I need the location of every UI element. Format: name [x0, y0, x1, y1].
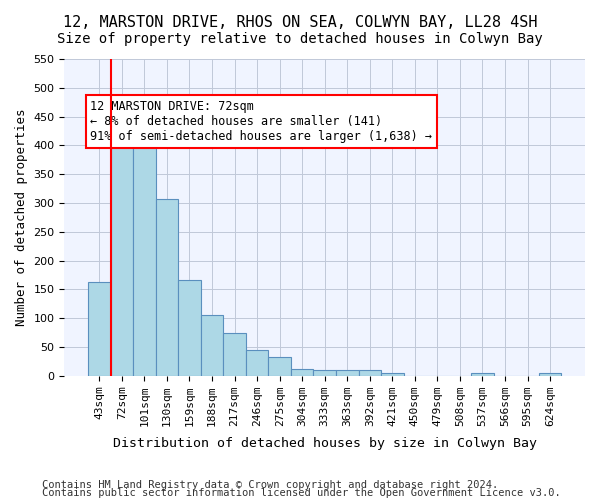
- Bar: [201, 314, 223, 376]
- Y-axis label: Number of detached properties: Number of detached properties: [15, 108, 28, 326]
- Bar: [539, 373, 562, 376]
- Bar: [110, 116, 133, 376]
- Bar: [471, 374, 494, 376]
- Bar: [291, 370, 313, 376]
- Bar: [133, 125, 155, 376]
- Text: 12, MARSTON DRIVE, RHOS ON SEA, COLWYN BAY, LL28 4SH: 12, MARSTON DRIVE, RHOS ON SEA, COLWYN B…: [63, 15, 537, 30]
- Bar: [313, 370, 336, 376]
- Bar: [155, 199, 178, 376]
- Bar: [223, 333, 246, 376]
- Bar: [359, 370, 381, 376]
- Bar: [88, 282, 110, 376]
- Bar: [178, 280, 201, 376]
- Bar: [336, 370, 359, 376]
- Text: 12 MARSTON DRIVE: 72sqm
← 8% of detached houses are smaller (141)
91% of semi-de: 12 MARSTON DRIVE: 72sqm ← 8% of detached…: [91, 100, 433, 143]
- Text: Contains HM Land Registry data © Crown copyright and database right 2024.: Contains HM Land Registry data © Crown c…: [42, 480, 498, 490]
- Bar: [246, 350, 268, 376]
- Text: Size of property relative to detached houses in Colwyn Bay: Size of property relative to detached ho…: [57, 32, 543, 46]
- X-axis label: Distribution of detached houses by size in Colwyn Bay: Distribution of detached houses by size …: [113, 437, 537, 450]
- Text: Contains public sector information licensed under the Open Government Licence v3: Contains public sector information licen…: [42, 488, 561, 498]
- Bar: [268, 357, 291, 376]
- Bar: [381, 373, 404, 376]
